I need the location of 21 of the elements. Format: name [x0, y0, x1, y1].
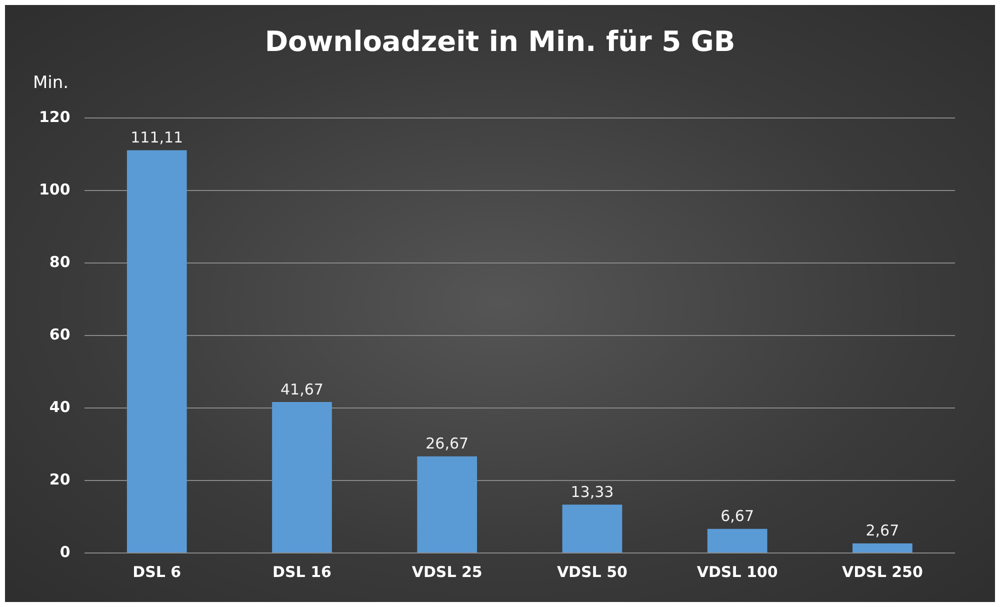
data-label: 26,67 [426, 434, 469, 453]
x-tick-label: VDSL 100 [696, 562, 778, 581]
x-tick-label: VDSL 50 [556, 562, 628, 581]
x-tick-label: DSL 6 [132, 562, 182, 581]
y-axis-title: Min. [33, 73, 69, 93]
data-label: 6,67 [720, 507, 754, 526]
y-tick-label: 20 [49, 470, 70, 488]
x-tick-label: VDSL 250 [842, 562, 923, 581]
x-tick-label: DSL 16 [272, 562, 332, 581]
x-tick-label: VDSL 25 [412, 562, 482, 581]
y-tick-label: 80 [49, 252, 70, 271]
y-tick-label: 40 [49, 398, 70, 416]
data-label: 2,67 [866, 522, 900, 540]
y-tick-label: 60 [49, 325, 70, 344]
y-tick-label: 120 [39, 108, 70, 126]
data-label: 41,67 [280, 380, 324, 398]
y-tick-label: 100 [39, 180, 70, 198]
y-tick-label: 0 [60, 542, 70, 561]
chart-title: Downloadzeit in Min. für 5 GB [264, 25, 736, 58]
data-label: 111,11 [130, 128, 184, 147]
data-label: 13,33 [570, 483, 614, 502]
